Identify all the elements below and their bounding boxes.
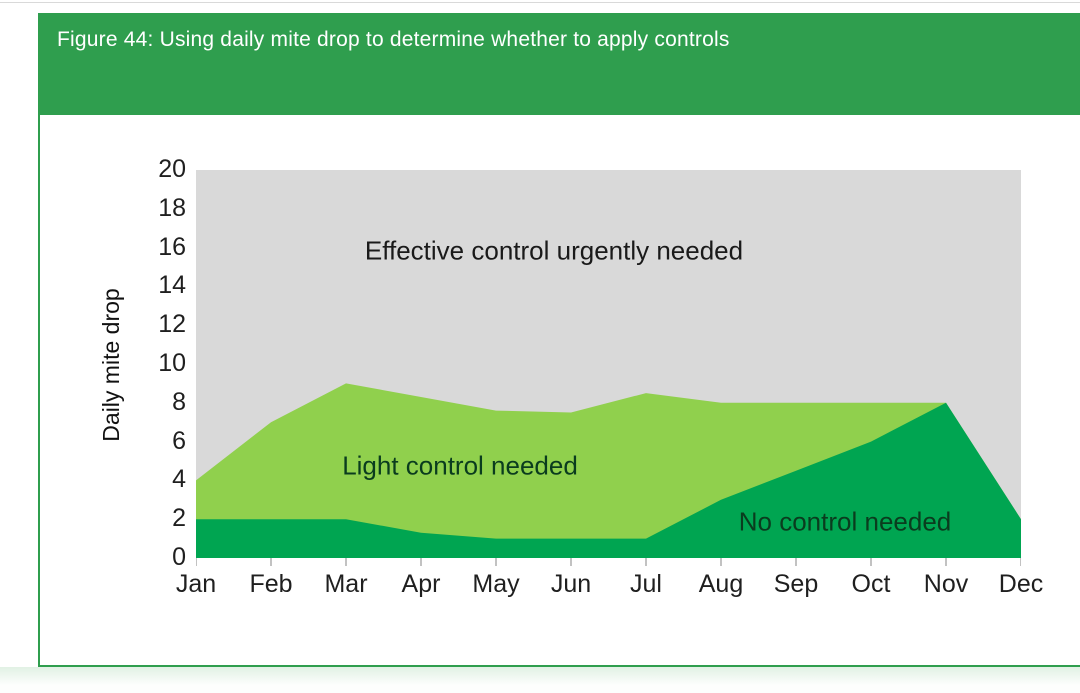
y-tick-label-2: 2	[172, 504, 186, 533]
x-tick-label-oct: Oct	[851, 570, 891, 598]
figure-title: Figure 44: Using daily mite drop to dete…	[57, 28, 730, 51]
y-tick-label-16: 16	[158, 232, 186, 261]
x-tick-label-jul: Jul	[630, 570, 662, 598]
x-tick-label-dec: Dec	[998, 570, 1044, 598]
figure-header-bar: Figure 44: Using daily mite drop to dete…	[38, 13, 1080, 115]
y-tick-label-14: 14	[158, 271, 186, 300]
x-tick-label-jun: Jun	[550, 570, 592, 598]
label-no-control: No control needed	[738, 506, 952, 537]
x-tick-label-sep: Sep	[773, 570, 819, 598]
y-tick-label-20: 20	[158, 155, 186, 183]
label-effective-control: Effective control urgently needed	[364, 235, 744, 266]
region-no-control	[196, 402, 1021, 558]
y-tick-label-6: 6	[172, 426, 186, 455]
x-axis-tick-marks	[195, 558, 1022, 566]
x-tick-label-mar: Mar	[324, 570, 368, 598]
page-footer-strip	[0, 667, 1080, 693]
label-light-control: Light control needed	[342, 450, 578, 481]
x-tick-label-nov: Nov	[923, 570, 969, 598]
x-tick-label-apr: Apr	[401, 570, 441, 598]
y-tick-label-0: 0	[172, 543, 186, 571]
y-tick-label-10: 10	[158, 349, 186, 377]
chart-canvas	[195, 170, 1022, 566]
y-tick-label-8: 8	[172, 387, 186, 416]
x-tick-label-may: May	[472, 570, 520, 598]
y-tick-label-4: 4	[172, 465, 186, 494]
y-tick-label-12: 12	[158, 310, 186, 339]
x-tick-label-jan: Jan	[175, 570, 217, 598]
figure-panel: Daily mite drop 0 2 4 6 8 10 12 14 16 18 20 Jan Feb…	[38, 115, 1080, 667]
x-tick-label-aug: Aug	[698, 570, 744, 598]
area-chart	[195, 170, 1022, 566]
y-tick-label-18: 18	[158, 193, 186, 222]
x-tick-label-feb: Feb	[249, 570, 293, 598]
page-top-divider	[0, 2, 1080, 3]
